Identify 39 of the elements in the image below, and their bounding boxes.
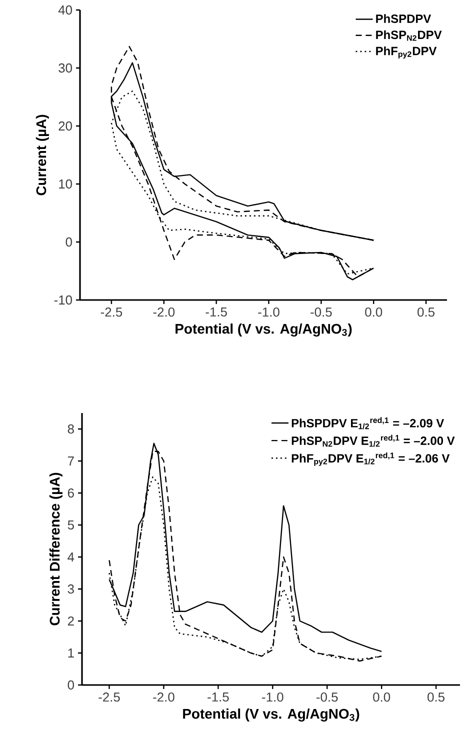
- y-tick-label: 1: [68, 648, 74, 658]
- y-tick-label: 10: [59, 179, 72, 189]
- y-tick-label: 2: [68, 616, 74, 626]
- legend-label: PhF$_{py2}$DPV: [376, 46, 437, 59]
- x-axis-title: Potential (V vs. Ag/AgNO$_{3}$): [183, 708, 360, 722]
- y-tick-label: 20: [58, 121, 72, 131]
- y-tick-label: -10: [54, 295, 72, 305]
- x-tick-label: 0.0: [373, 692, 390, 702]
- y-tick-label: 8: [68, 424, 74, 434]
- x-tick-label: -2.0: [153, 307, 175, 317]
- x-tick-label: -2.0: [153, 692, 174, 702]
- legend-label: PhSPDPV: [376, 14, 432, 23]
- x-tick-label: 0.5: [428, 692, 444, 702]
- y-tick-label: 4: [68, 552, 74, 562]
- y-tick-label: 3: [68, 584, 74, 594]
- y-tick-label: 6: [68, 488, 74, 498]
- x-tick-label: -0.5: [310, 307, 332, 317]
- y-tick-label: 5: [68, 520, 74, 530]
- y-axis-title: Current Difference (µA): [49, 472, 62, 626]
- x-tick-label: -1.0: [262, 692, 284, 702]
- y-tick-label: 0: [68, 680, 74, 690]
- y-tick-label: 40: [58, 5, 72, 15]
- x-tick-label: -1.5: [208, 692, 229, 702]
- legend-label: PhSP$_{N2}$DPV: [376, 30, 442, 41]
- x-tick-label: -1.0: [258, 307, 280, 317]
- x-tick-label: -2.5: [100, 307, 122, 317]
- x-tick-label: 0.5: [418, 307, 434, 317]
- y-tick-label: 7: [68, 456, 74, 466]
- legend-label: PhF$_{py2}$DPV E$_{1/2}$$^{red,1}$ = –2.06 V: [292, 452, 450, 466]
- legend-label: PhSP$_{N2}$DPV E$_{1/2}$$^{red,1}$ = –2.00 V: [292, 434, 455, 447]
- y-axis-title: Current (µA): [36, 114, 49, 196]
- y-tick-label: 30: [58, 63, 72, 73]
- x-tick-label: -0.5: [316, 692, 338, 702]
- legend-label: PhSPDPV E$_{1/2}$$^{red,1}$ = –2.09 V: [292, 417, 444, 430]
- x-tick-label: -2.5: [98, 692, 120, 702]
- x-tick-label: 0.0: [365, 307, 382, 317]
- x-axis-title: Potential (V vs. Ag/AgNO$_{3}$): [176, 324, 352, 337]
- x-tick-label: -1.5: [206, 308, 227, 317]
- y-tick-label: 0: [66, 237, 72, 247]
